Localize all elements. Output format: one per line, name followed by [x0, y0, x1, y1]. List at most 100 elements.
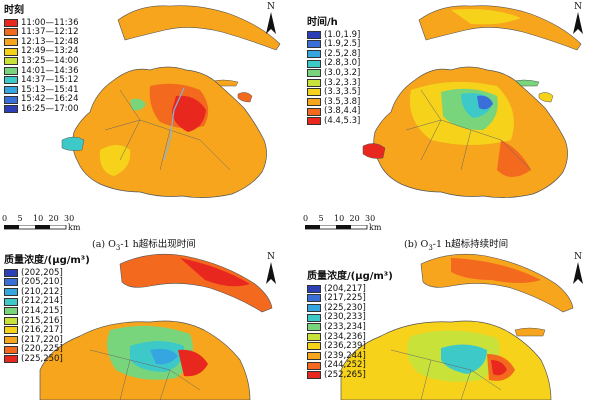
- legend-label: 12:13—12:48: [21, 36, 79, 47]
- legend-swatch: [4, 37, 18, 46]
- legend-row: (236,239]: [307, 342, 393, 352]
- district-lines: [104, 89, 231, 171]
- legend-row: (3.5,3.8]: [307, 97, 360, 107]
- legend-swatch: [307, 284, 321, 293]
- caption-sub: 3: [428, 243, 433, 252]
- legend-d: 质量浓度/(μg/m³) (204,217] (217,225] (225,230]…: [307, 272, 393, 380]
- legend-row: 16:25—17:00: [4, 104, 79, 114]
- scale-bar-a: 0 5 10 20 30 km: [2, 214, 80, 233]
- legend-swatch: [4, 345, 18, 354]
- legend-swatch: [4, 105, 18, 114]
- legend-label: (204,217]: [324, 283, 366, 294]
- scale-line: [304, 224, 368, 230]
- legend-row: (3.2,3.3]: [307, 78, 360, 88]
- scale-tick-label: 0: [2, 214, 8, 223]
- chongming-yellow: [451, 9, 521, 25]
- chongming-island: [420, 253, 574, 313]
- legend-label: (234,236]: [324, 331, 366, 342]
- legend-row: (202,205]: [4, 268, 90, 278]
- chongming-orange: [451, 258, 541, 283]
- legend-label: 14:37—15:12: [21, 75, 79, 86]
- district-lines: [89, 349, 201, 400]
- legend-swatch: [307, 30, 321, 39]
- north-arrow-icon: [266, 12, 276, 34]
- legend-swatch: [307, 107, 321, 116]
- legend-swatch: [4, 76, 18, 85]
- legend-swatch: [4, 57, 18, 66]
- caption-suffix: -1 h超标出现时间: [120, 239, 196, 250]
- north-arrow-a: N: [262, 2, 280, 39]
- legend-row: (212,214]: [4, 297, 90, 307]
- scale-tick-label: 30: [64, 214, 75, 223]
- district-lines: [390, 349, 502, 400]
- legend-row: 11:37—12:12: [4, 28, 79, 38]
- legend-row: (225,230]: [307, 303, 393, 313]
- north-arrow-icon: [266, 262, 276, 284]
- legend-label: (220,225]: [21, 344, 63, 355]
- legend-row: 14:37—15:12: [4, 76, 79, 86]
- legend-row: 15:13—15:41: [4, 85, 79, 95]
- legend-rows: 11:00—11:36 11:37—12:12 12:13—12:48 12:49—1…: [4, 18, 79, 114]
- legend-label: (216,217]: [21, 325, 63, 336]
- legend-swatch: [307, 59, 321, 68]
- legend-row: (225,250]: [4, 354, 90, 364]
- map-panel-c: 质量浓度/(μg/m³) (202,205] (205,210] (210,212]…: [0, 250, 300, 400]
- scale-tick-label: 10: [33, 214, 44, 223]
- north-arrow-d: N: [569, 252, 587, 289]
- legend-title: 时刻: [4, 5, 24, 16]
- zone-blue-west: [61, 136, 85, 151]
- legend-row: 15:42—16:24: [4, 95, 79, 105]
- legend-swatch: [4, 316, 18, 325]
- zone-blue: [477, 95, 493, 110]
- legend-row: (3.3,3.5]: [307, 88, 360, 98]
- legend-label: (205,210]: [21, 277, 63, 288]
- zone-cyan: [441, 344, 487, 374]
- scale-unit: km: [68, 223, 81, 232]
- legend-label: (225,230]: [324, 302, 366, 313]
- legend-row: (205,210]: [4, 278, 90, 288]
- legend-label: (244,252]: [324, 360, 366, 371]
- map-a: [61, 5, 281, 198]
- legend-row: (216,217]: [4, 326, 90, 336]
- map-panel-b: 时间/h (1.0,1.9] (1.9,2.5] (2.5,2.8] (2.8,3.0…: [301, 0, 601, 200]
- legend-swatch: [307, 88, 321, 97]
- caption-suffix: -1 h超标持续时间: [432, 239, 509, 250]
- legend-swatch: [4, 335, 18, 344]
- zone-red: [178, 349, 208, 377]
- legend-label: (1.0,1.9]: [324, 29, 361, 40]
- legend-row: (210,212]: [4, 287, 90, 297]
- legend-label: (217,220]: [21, 334, 63, 345]
- legend-row: (252,265]: [307, 370, 393, 380]
- legend-swatch: [307, 69, 321, 78]
- scale-tick-label: 0: [303, 214, 309, 223]
- legend-label: (210,212]: [21, 286, 63, 297]
- scale-ticks: 0 5 10 20 30: [303, 214, 375, 224]
- zone-yellow: [99, 145, 131, 176]
- legend-swatch: [4, 297, 18, 306]
- chongming-red: [180, 258, 250, 287]
- legend-row: 12:49—13:24: [4, 47, 79, 57]
- legend-row: (204,217]: [307, 284, 393, 294]
- district-lines: [405, 89, 532, 171]
- legend-row: 14:01—14:36: [4, 66, 79, 76]
- legend-row: (4.4,5.3]: [307, 116, 360, 126]
- legend-label: (3.3,3.5]: [324, 87, 361, 98]
- legend-label: (2.8,3.0]: [324, 58, 361, 69]
- scale-line: [3, 224, 67, 230]
- legend-label: (3.0,3.2]: [324, 67, 361, 78]
- legend-row: (1.0,1.9]: [307, 30, 360, 40]
- legend-row: (3.8,4.4]: [307, 107, 360, 117]
- legend-label: (202,205]: [21, 267, 63, 278]
- legend-label: (4.4,5.3]: [324, 115, 361, 126]
- map-c: [39, 253, 273, 400]
- legend-rows: (202,205] (205,210] (210,212] (212,214] (214…: [4, 268, 90, 364]
- legend-swatch: [307, 361, 321, 370]
- legend-a: 时刻 11:00—11:36 11:37—12:12 12:13—12:48 12:4…: [4, 6, 79, 114]
- caption-b: (b) O3-1 h超标持续时间: [404, 236, 508, 252]
- legend-swatch: [4, 28, 18, 37]
- north-arrow-icon: [573, 12, 583, 34]
- legend-swatch: [4, 18, 18, 27]
- north-arrow-c: N: [262, 252, 280, 289]
- legend-b: 时间/h (1.0,1.9] (1.9,2.5] (2.5,2.8] (2.8,3.0…: [307, 18, 360, 126]
- map-b: [362, 5, 582, 198]
